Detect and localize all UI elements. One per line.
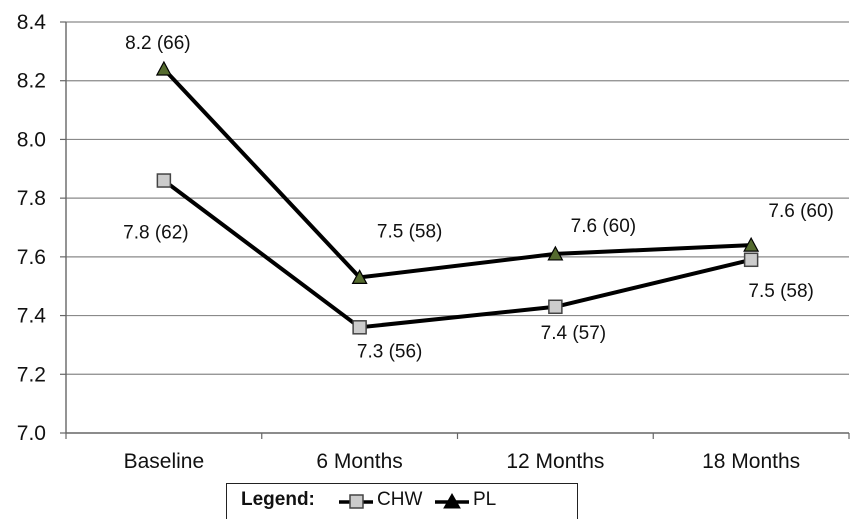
y-tick-label: 8.4 <box>17 11 47 34</box>
y-tick-label: 7.0 <box>17 422 46 445</box>
data-label: 7.8 (62) <box>123 223 188 244</box>
x-tick-label: 18 Months <box>702 450 800 473</box>
y-tick-label: 7.2 <box>17 363 46 386</box>
x-tick-label: Baseline <box>124 450 205 473</box>
data-label: 7.5 (58) <box>748 281 813 302</box>
data-point-square <box>743 252 759 268</box>
data-label: 7.5 (58) <box>377 221 442 242</box>
data-label: 7.6 (60) <box>571 216 636 237</box>
data-point-triangle <box>351 269 368 285</box>
data-point-square <box>548 299 563 315</box>
data-point-triangle <box>743 236 760 252</box>
series-line-pl <box>162 67 752 280</box>
data-label: 8.2 (66) <box>125 33 190 54</box>
y-tick-label: 7.6 <box>17 246 46 269</box>
data-label: 7.6 (60) <box>768 201 833 222</box>
triangle-marker-icon <box>435 492 469 509</box>
series-line-chw <box>162 178 752 330</box>
data-point-square <box>156 173 172 188</box>
data-point-triangle <box>547 245 564 261</box>
legend: Legend: CHW PL <box>226 483 578 519</box>
legend-title: Legend: <box>241 489 315 510</box>
series <box>155 60 760 335</box>
y-tick-label: 7.8 <box>17 187 46 210</box>
y-tick-label: 8.2 <box>17 70 46 93</box>
grid <box>66 21 849 375</box>
axes: 7.0 7.2 7.4 7.6 7.8 8.0 8.2 8.4 Baseline 6 Months… <box>17 11 850 473</box>
legend-label-chw: CHW <box>377 489 423 510</box>
data-point-triangle <box>155 60 172 76</box>
square-marker-icon <box>339 494 373 509</box>
y-tick-label: 7.4 <box>17 305 47 328</box>
x-tick-label: 12 Months <box>506 450 604 473</box>
data-labels: 7.8 (62) 7.3 (56) 7.4 (57) 7.5 (58) 8.2 (66)… <box>123 33 834 362</box>
y-tick-label: 8.0 <box>17 128 46 151</box>
legend-label-pl: PL <box>473 489 497 510</box>
data-point-square <box>352 320 367 335</box>
data-label: 7.4 (57) <box>541 323 606 344</box>
data-label: 7.3 (56) <box>357 341 422 362</box>
x-tick-label: 6 Months <box>316 450 402 473</box>
